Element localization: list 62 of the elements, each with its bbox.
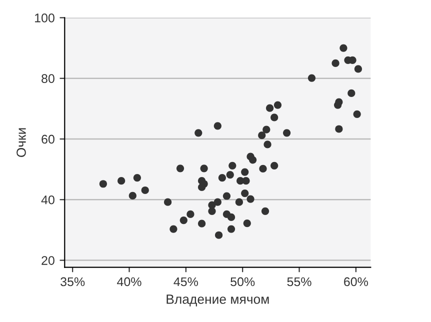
point — [141, 186, 149, 194]
y-tick-label: 20 — [42, 256, 54, 265]
point — [226, 170, 234, 179]
point — [194, 129, 202, 137]
y-tick-label: 60 — [42, 134, 54, 144]
point — [264, 140, 272, 148]
point — [222, 192, 231, 200]
point — [241, 189, 249, 198]
point — [198, 183, 206, 192]
point — [262, 126, 270, 134]
point — [200, 164, 208, 172]
point — [258, 132, 266, 140]
x-tick-label: 55% — [287, 277, 312, 286]
point — [186, 210, 194, 218]
point — [214, 198, 222, 206]
point — [208, 207, 216, 215]
y-tick-label: 80 — [42, 74, 54, 84]
point — [348, 89, 356, 98]
point — [335, 98, 343, 106]
point — [227, 225, 236, 233]
x-tick-label: 50% — [230, 277, 255, 286]
point — [241, 168, 249, 176]
point — [243, 219, 251, 228]
point — [128, 192, 136, 200]
point — [218, 174, 226, 182]
x-axis-title: Владение мячом — [166, 294, 269, 306]
point — [214, 231, 223, 239]
y-tick-label: 40 — [41, 195, 54, 204]
point — [176, 164, 184, 172]
point — [261, 207, 270, 215]
point — [248, 156, 257, 164]
y-axis-title: Очки — [16, 128, 26, 157]
point — [308, 74, 316, 82]
point — [227, 213, 236, 222]
point — [170, 225, 178, 233]
point — [198, 220, 206, 228]
x-tick-label: 45% — [174, 277, 198, 286]
point — [270, 114, 278, 122]
point — [214, 122, 222, 130]
point — [228, 162, 236, 170]
point — [133, 174, 141, 182]
x-tick-label: 40% — [117, 277, 142, 286]
point — [99, 180, 107, 188]
point — [266, 104, 274, 112]
point — [118, 177, 126, 185]
point — [259, 164, 267, 173]
y-tick-label: 100 — [35, 14, 54, 22]
x-tick-label: 60% — [344, 277, 368, 286]
point — [274, 101, 282, 109]
point — [332, 59, 340, 67]
point — [353, 110, 361, 118]
point — [354, 65, 362, 73]
point — [235, 198, 243, 206]
point — [242, 177, 250, 185]
point — [180, 216, 188, 224]
point — [340, 44, 348, 52]
point — [282, 129, 291, 137]
point — [335, 125, 343, 133]
x-tick-label: 35% — [60, 277, 85, 286]
point — [246, 195, 254, 203]
point — [270, 162, 278, 170]
point — [164, 198, 172, 206]
